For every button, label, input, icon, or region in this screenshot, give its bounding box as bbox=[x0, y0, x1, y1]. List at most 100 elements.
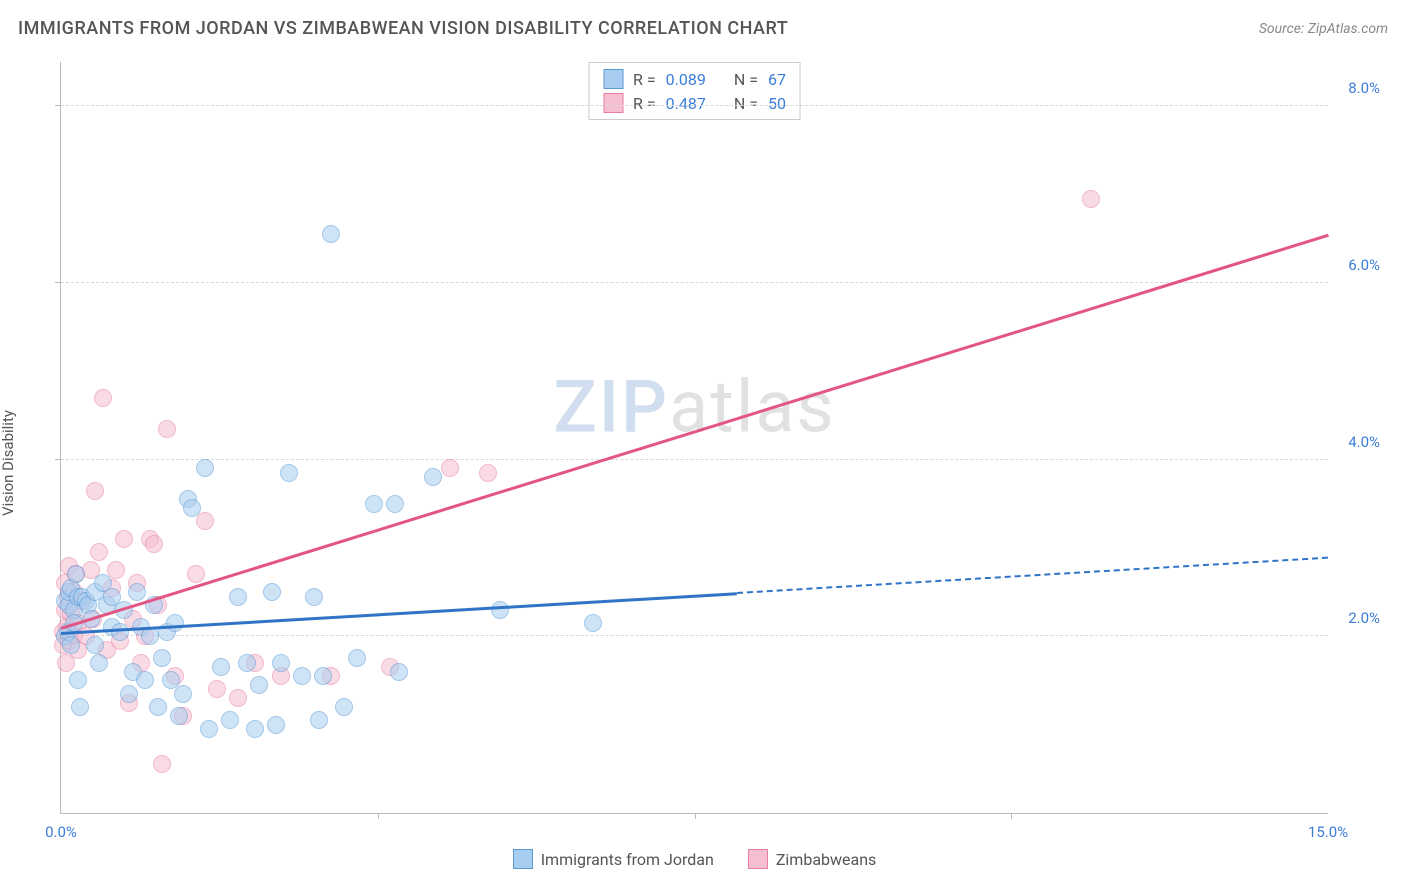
r-value: 0.487 bbox=[666, 94, 706, 113]
n-label: N = bbox=[734, 94, 758, 113]
y-tick-label: 4.0% bbox=[1348, 433, 1380, 451]
scatter-point bbox=[196, 459, 214, 477]
scatter-point bbox=[86, 636, 104, 654]
scatter-point bbox=[310, 711, 328, 729]
x-tick-mark bbox=[1011, 813, 1012, 819]
gridline bbox=[61, 105, 1328, 106]
scatter-point bbox=[136, 671, 154, 689]
series-legend: Immigrants from Jordan Zimbabweans bbox=[61, 849, 1328, 869]
scatter-point bbox=[174, 685, 192, 703]
scatter-point bbox=[263, 583, 281, 601]
gridline bbox=[61, 635, 1328, 636]
title-bar: IMMIGRANTS FROM JORDAN VS ZIMBABWEAN VIS… bbox=[18, 18, 1388, 39]
scatter-point bbox=[149, 698, 167, 716]
x-tick-mark bbox=[378, 813, 379, 819]
scatter-point bbox=[153, 755, 171, 773]
scatter-point bbox=[128, 583, 146, 601]
scatter-point bbox=[69, 671, 87, 689]
scatter-point bbox=[200, 720, 218, 738]
scatter-point bbox=[145, 535, 163, 553]
y-tick-label: 2.0% bbox=[1348, 609, 1380, 627]
legend-label: Zimbabweans bbox=[776, 850, 876, 869]
chart-title: IMMIGRANTS FROM JORDAN VS ZIMBABWEAN VIS… bbox=[18, 18, 788, 39]
plot-area: ZIPatlas R =0.089N =67R =0.487N =50 Immi… bbox=[60, 62, 1328, 814]
scatter-point bbox=[229, 588, 247, 606]
scatter-point bbox=[183, 499, 201, 517]
scatter-point bbox=[479, 464, 497, 482]
scatter-point bbox=[67, 565, 85, 583]
gridline bbox=[61, 282, 1328, 283]
scatter-point bbox=[305, 588, 323, 606]
scatter-point bbox=[267, 716, 285, 734]
watermark: ZIPatlas bbox=[553, 365, 835, 450]
correlation-legend: R = 0.089 N = 67 R = 0.487 N = 50 bbox=[588, 62, 801, 120]
scatter-point bbox=[115, 530, 133, 548]
scatter-point bbox=[365, 495, 383, 513]
scatter-point bbox=[280, 464, 298, 482]
gridline bbox=[61, 459, 1328, 460]
scatter-point bbox=[62, 636, 80, 654]
scatter-point bbox=[491, 601, 509, 619]
x-tick-label: 15.0% bbox=[1308, 823, 1348, 841]
x-tick-label: 0.0% bbox=[45, 823, 77, 841]
legend-swatch bbox=[603, 69, 623, 89]
scatter-point bbox=[293, 667, 311, 685]
scatter-point bbox=[386, 495, 404, 513]
legend-item: Immigrants from Jordan bbox=[513, 849, 714, 869]
scatter-point bbox=[120, 685, 138, 703]
scatter-point bbox=[424, 468, 442, 486]
scatter-point bbox=[221, 711, 239, 729]
n-value: 67 bbox=[768, 70, 786, 89]
r-label: R = bbox=[633, 94, 656, 113]
scatter-point bbox=[250, 676, 268, 694]
scatter-point bbox=[1082, 190, 1100, 208]
scatter-point bbox=[229, 689, 247, 707]
y-tick-mark bbox=[55, 282, 61, 283]
scatter-point bbox=[272, 654, 290, 672]
scatter-point bbox=[322, 225, 340, 243]
scatter-point bbox=[348, 649, 366, 667]
y-tick-label: 8.0% bbox=[1348, 79, 1380, 97]
scatter-point bbox=[158, 420, 176, 438]
watermark-suffix: atlas bbox=[669, 365, 836, 450]
legend-item: Zimbabweans bbox=[748, 849, 876, 869]
scatter-point bbox=[111, 623, 129, 641]
scatter-point bbox=[335, 698, 353, 716]
scatter-point bbox=[584, 614, 602, 632]
legend-stat-row: R = 0.089 N = 67 bbox=[589, 67, 800, 91]
scatter-point bbox=[170, 707, 188, 725]
source-label: Source: ZipAtlas.com bbox=[1259, 21, 1388, 37]
x-tick-mark bbox=[695, 813, 696, 819]
legend-label: Immigrants from Jordan bbox=[541, 850, 714, 869]
scatter-point bbox=[196, 512, 214, 530]
scatter-point bbox=[86, 482, 104, 500]
scatter-point bbox=[166, 614, 184, 632]
scatter-point bbox=[153, 649, 171, 667]
scatter-point bbox=[141, 627, 159, 645]
r-label: R = bbox=[633, 70, 656, 89]
scatter-point bbox=[390, 663, 408, 681]
watermark-prefix: ZIP bbox=[553, 365, 669, 450]
n-label: N = bbox=[734, 70, 758, 89]
n-value: 50 bbox=[768, 94, 786, 113]
r-value: 0.089 bbox=[666, 70, 706, 89]
scatter-point bbox=[71, 698, 89, 716]
scatter-point bbox=[314, 667, 332, 685]
trend-line-dashed bbox=[737, 557, 1328, 594]
y-axis-label: Vision Disability bbox=[0, 410, 17, 516]
scatter-point bbox=[208, 680, 226, 698]
scatter-point bbox=[246, 720, 264, 738]
scatter-point bbox=[441, 459, 459, 477]
y-tick-mark bbox=[55, 459, 61, 460]
scatter-point bbox=[94, 389, 112, 407]
scatter-point bbox=[238, 654, 256, 672]
y-tick-mark bbox=[55, 105, 61, 106]
legend-stat-row: R = 0.487 N = 50 bbox=[589, 91, 800, 115]
legend-swatch bbox=[603, 93, 623, 113]
trend-line bbox=[61, 234, 1329, 630]
legend-swatch bbox=[748, 849, 768, 869]
scatter-point bbox=[90, 543, 108, 561]
scatter-point bbox=[212, 658, 230, 676]
chart-container: Vision Disability ZIPatlas R =0.089N =67… bbox=[18, 52, 1388, 874]
legend-swatch bbox=[513, 849, 533, 869]
